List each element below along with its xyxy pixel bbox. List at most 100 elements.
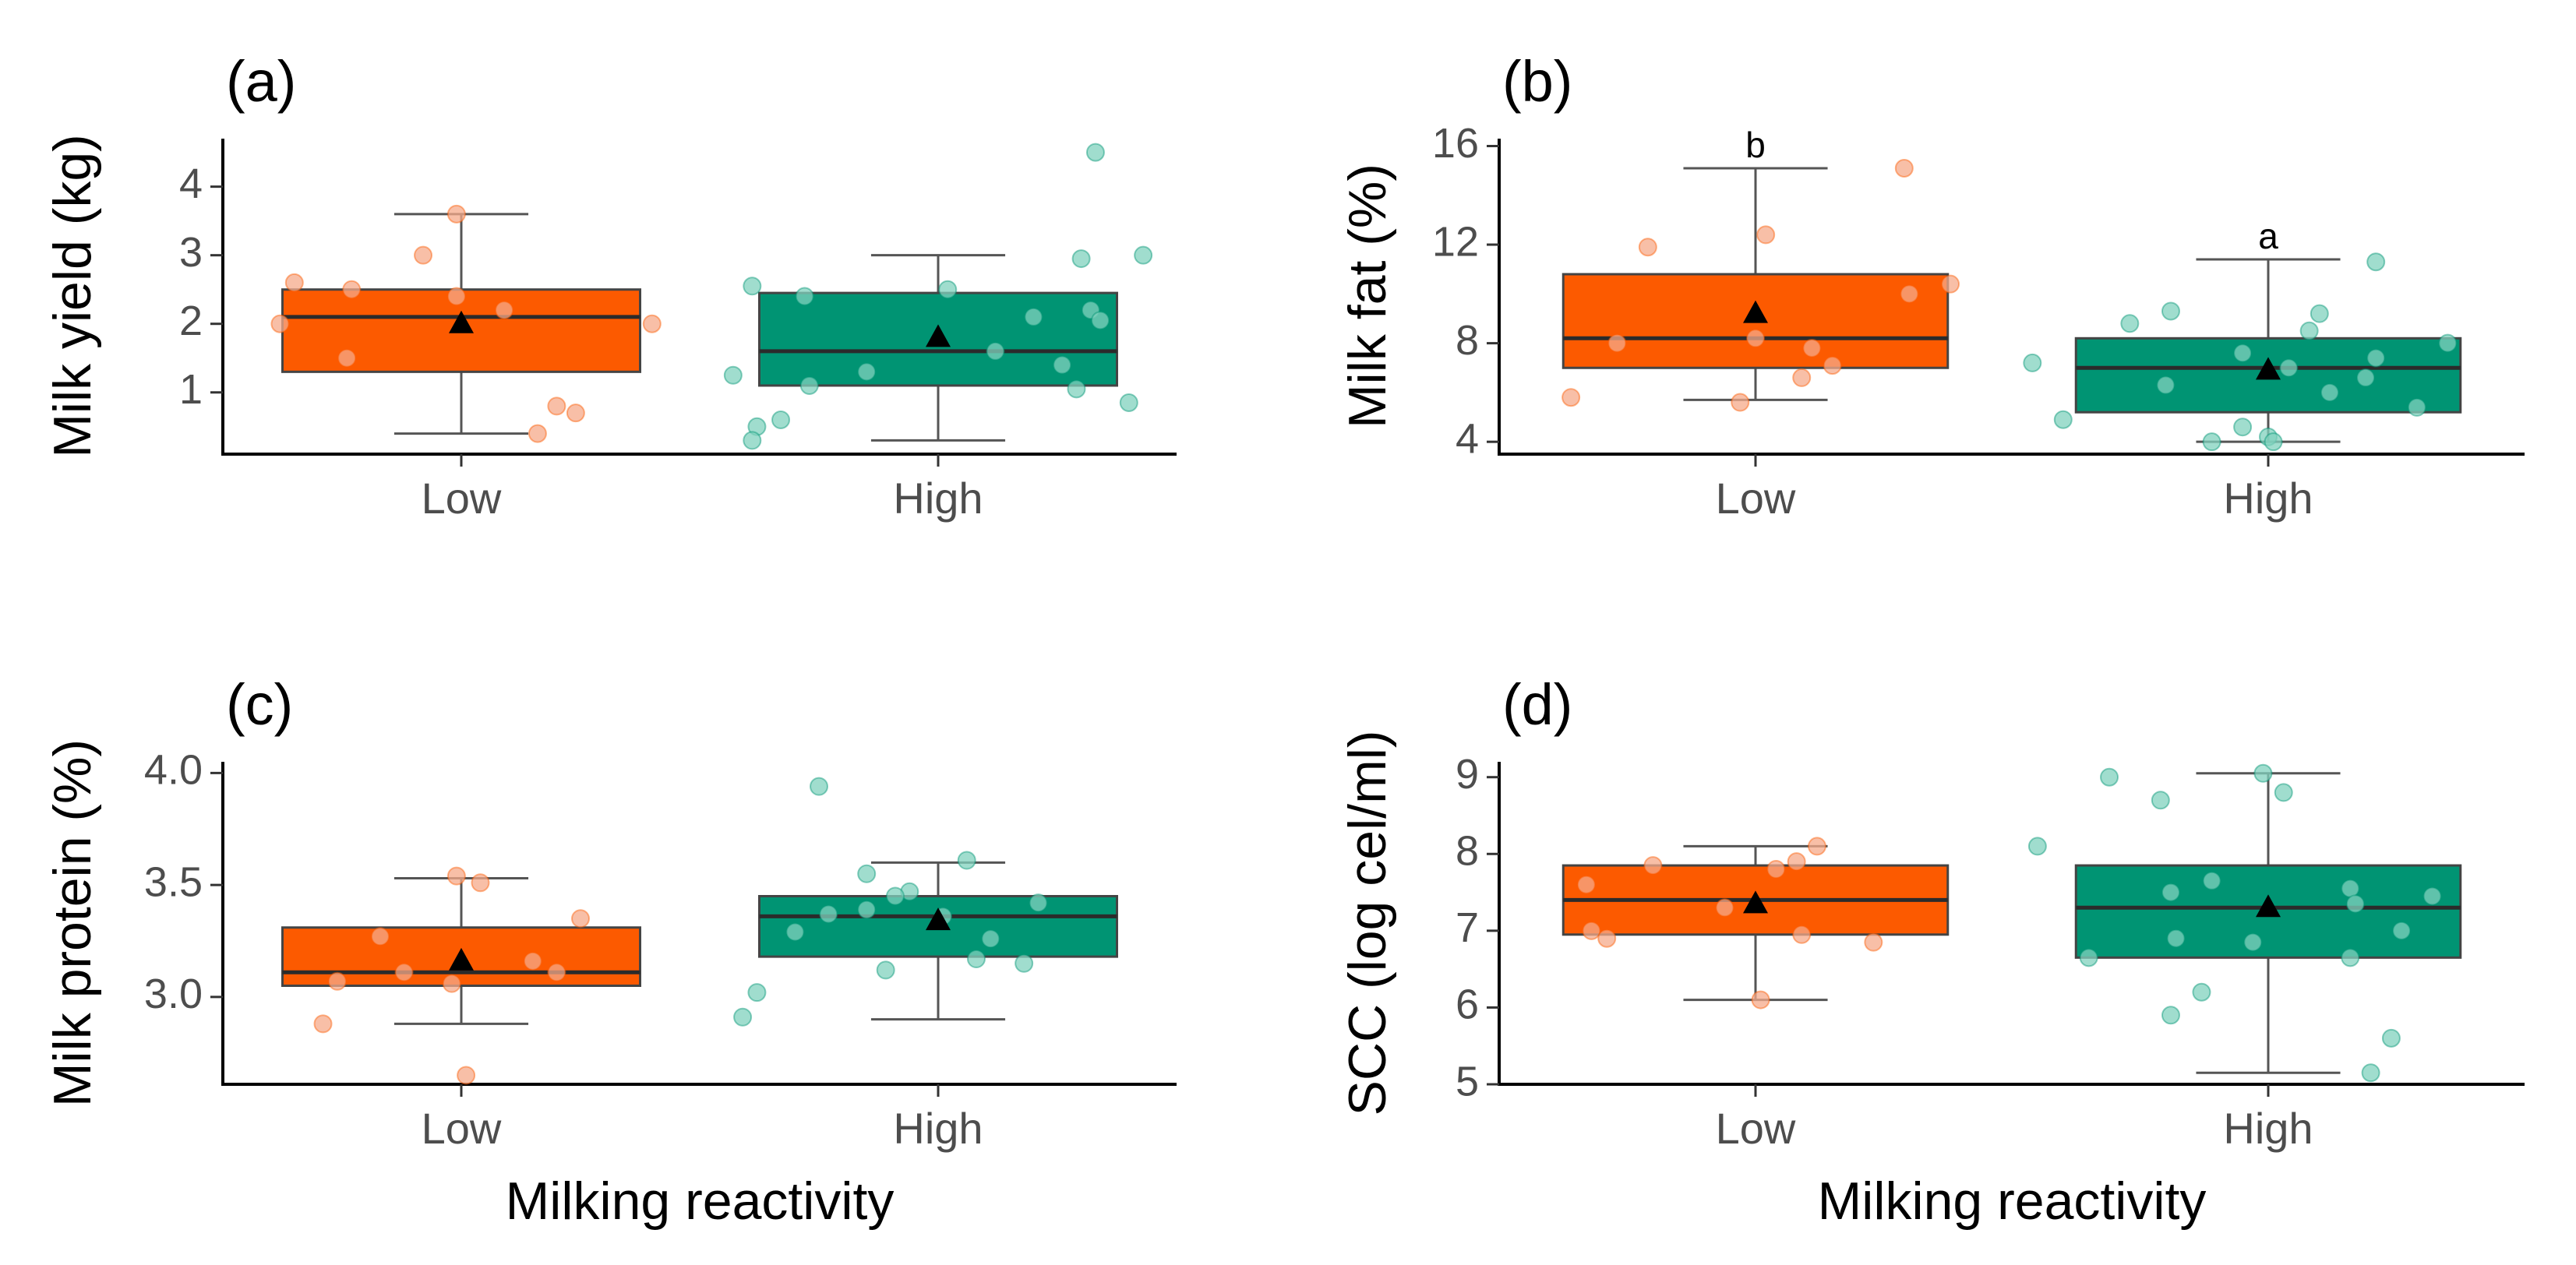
data-point xyxy=(795,287,814,306)
data-point xyxy=(2366,252,2386,272)
data-point xyxy=(810,777,828,796)
data-point xyxy=(2299,321,2319,340)
data-point xyxy=(1067,379,1086,399)
y-tick-label: 8 xyxy=(1456,317,1479,364)
data-point xyxy=(2341,879,2360,898)
y-axis-title: Milk protein (%) xyxy=(43,739,102,1107)
data-point xyxy=(2053,410,2073,429)
data-point xyxy=(2233,418,2253,437)
mean-marker xyxy=(926,907,951,931)
data-point xyxy=(2027,837,2047,856)
panel-tag: (c) xyxy=(226,672,293,737)
data-point xyxy=(471,873,490,893)
data-point xyxy=(313,1014,333,1034)
data-point xyxy=(2253,763,2273,783)
data-point xyxy=(1756,225,1776,245)
data-point xyxy=(2341,948,2360,967)
x-tick-label: Low xyxy=(1716,1104,1796,1153)
panel-2: (c) Milk protein (%) Milking reactivity 3.0… xyxy=(43,672,1177,1231)
data-point xyxy=(327,971,347,991)
panel-0: (a) Milk yield (kg) 1 2 3 4 Low High xyxy=(43,49,1177,523)
data-point xyxy=(394,963,414,982)
data-point xyxy=(2279,358,2299,378)
panel-1: (b) Milk fat (%) 4 8 12 16 Low b High a xyxy=(1338,49,2525,523)
significance-letter: a xyxy=(2258,216,2278,256)
data-point xyxy=(747,983,767,1002)
significance-letter: b xyxy=(1745,125,1766,165)
data-point xyxy=(885,886,905,906)
data-point xyxy=(2166,928,2186,948)
x-axis-title: Milking reactivity xyxy=(506,1172,895,1231)
y-tick-label: 3 xyxy=(179,229,203,276)
data-point xyxy=(2202,432,2221,452)
data-point xyxy=(566,403,585,423)
data-point xyxy=(1085,143,1105,162)
data-point xyxy=(2345,894,2365,914)
data-point xyxy=(1792,925,1812,944)
data-point xyxy=(2356,368,2376,387)
data-point xyxy=(857,864,877,883)
data-point xyxy=(857,362,877,382)
data-point xyxy=(495,301,514,320)
data-point xyxy=(1561,388,1581,407)
y-tick-label: 4.0 xyxy=(144,747,203,794)
data-point xyxy=(337,348,357,368)
data-point xyxy=(2381,1028,2401,1048)
data-point xyxy=(785,922,805,942)
mean-marker xyxy=(449,310,474,333)
panel-tag: (b) xyxy=(1502,49,1572,114)
panel-tag: (d) xyxy=(1502,672,1572,737)
y-axis-title: SCC (log cel/ml) xyxy=(1338,731,1397,1116)
x-tick-label: High xyxy=(893,1104,983,1153)
data-point xyxy=(547,396,566,416)
y-tick-label: 4 xyxy=(1456,415,1479,462)
data-point xyxy=(1053,355,1072,375)
data-point xyxy=(1576,875,1596,894)
y-tick-label: 12 xyxy=(1432,218,1479,265)
data-point xyxy=(1941,274,1960,294)
data-point xyxy=(2100,767,2119,787)
data-point xyxy=(1638,238,1657,257)
data-point xyxy=(1597,928,1617,948)
x-tick-label: Low xyxy=(422,1104,502,1153)
data-point xyxy=(743,431,762,450)
y-tick-label: 2 xyxy=(179,298,203,344)
data-point xyxy=(876,960,895,980)
data-point xyxy=(457,1066,476,1085)
data-point xyxy=(1823,356,1842,375)
data-point xyxy=(1792,368,1812,387)
data-point xyxy=(2274,783,2293,802)
data-point xyxy=(1751,990,1770,1010)
data-point xyxy=(2151,791,2170,810)
mean-marker xyxy=(1743,890,1768,914)
panel-3: (d) SCC (log cel/ml) Milking reactivity 5 6 7… xyxy=(1338,672,2525,1231)
data-point xyxy=(442,974,461,993)
data-point xyxy=(446,866,466,886)
y-axis-title: Milk fat (%) xyxy=(1338,164,1397,428)
data-point xyxy=(571,909,590,928)
data-point xyxy=(642,314,662,333)
data-point xyxy=(284,273,304,292)
data-point xyxy=(957,851,976,870)
data-point xyxy=(2023,353,2042,372)
data-point xyxy=(857,900,877,919)
y-tick-label: 3.5 xyxy=(144,858,203,905)
y-tick-label: 3.0 xyxy=(144,971,203,1017)
y-axis-title: Milk yield (kg) xyxy=(43,134,102,458)
data-point xyxy=(986,341,1005,361)
data-point xyxy=(2361,1063,2380,1083)
data-point xyxy=(1134,245,1153,265)
data-point xyxy=(1731,393,1750,412)
data-point xyxy=(2233,344,2253,363)
data-point xyxy=(1071,249,1091,269)
data-point xyxy=(1582,921,1601,940)
data-point xyxy=(799,375,819,395)
data-point xyxy=(743,277,762,296)
data-point xyxy=(2438,333,2458,353)
data-point xyxy=(2079,948,2098,967)
data-point xyxy=(370,927,390,946)
data-point xyxy=(414,245,433,265)
data-point xyxy=(733,1007,753,1027)
y-tick-label: 8 xyxy=(1456,828,1479,875)
